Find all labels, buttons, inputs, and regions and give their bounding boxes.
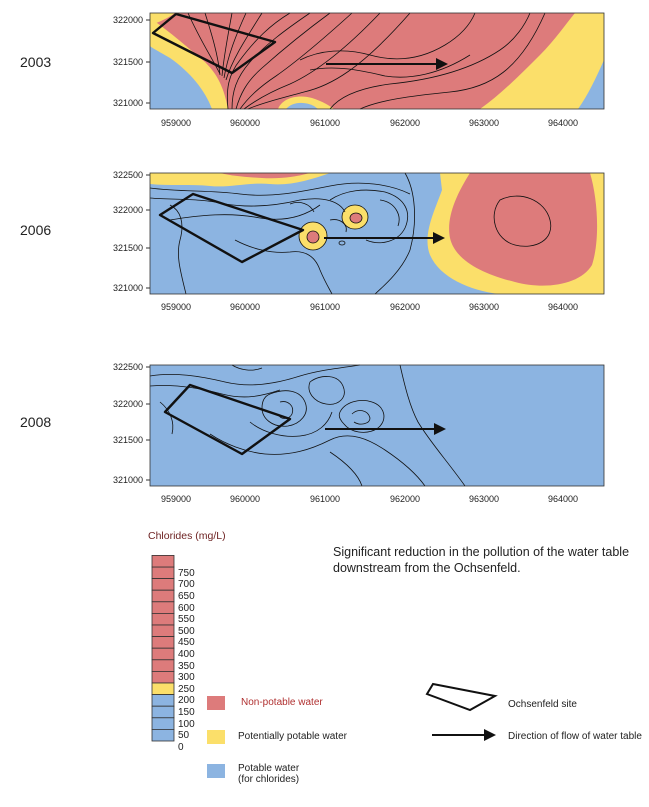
scale-cell <box>151 601 175 614</box>
map-2003-flow-arrow <box>326 58 448 70</box>
scale-cell <box>151 566 175 580</box>
chlorides-color-scale <box>151 555 175 742</box>
map-2008-ochsenfeld-site <box>163 383 292 456</box>
map-2003-year: 2003 <box>20 54 52 70</box>
scale-cell <box>151 555 175 568</box>
scale-tick-label: 600 <box>178 602 195 614</box>
map-2003-ochsenfeld-site <box>151 12 277 75</box>
site-legend-symbol <box>425 682 498 712</box>
map-2003-isolines <box>187 12 546 110</box>
flow-legend-label: Direction of flow of water table <box>508 731 642 742</box>
map-2006-fill <box>150 173 604 294</box>
map-2003-axes: 322000 321500 321000 959000 960000 96100… <box>113 15 578 128</box>
map-2008-year: 2008 <box>20 414 52 430</box>
scale-tick-label: 700 <box>178 579 195 591</box>
map-2006: 322500 322000 321500 321000 959000 96000… <box>113 170 605 312</box>
scale-cell <box>151 682 175 696</box>
x-tick: 961000 <box>310 302 340 312</box>
potable-swatch <box>207 764 225 778</box>
x-tick: 964000 <box>548 302 578 312</box>
scale-tick-label: 300 <box>178 672 195 684</box>
scale-tick-label: 750 <box>178 567 195 579</box>
y-tick: 322000 <box>113 205 143 215</box>
x-tick: 962000 <box>390 494 420 504</box>
x-tick: 961000 <box>310 494 340 504</box>
scale-tick-label: 550 <box>178 614 195 626</box>
x-tick: 963000 <box>469 302 499 312</box>
potentially-potable-label: Potentially potable water <box>238 731 347 742</box>
scale-tick-label: 150 <box>178 707 195 718</box>
y-tick: 322000 <box>113 15 143 25</box>
y-tick: 322000 <box>113 399 143 409</box>
map-2003: 322000 321500 321000 959000 960000 96100… <box>113 12 605 128</box>
potentially-potable-swatch <box>207 730 225 744</box>
scale-tick-label: 350 <box>178 660 195 672</box>
map-2006-isolines <box>149 172 552 295</box>
map-2006-year: 2006 <box>20 222 52 238</box>
map-2008-flow-arrow <box>325 423 446 435</box>
chlorides-scale-title: Chlorides (mg/L) <box>148 530 226 542</box>
map-2006-flow-arrow <box>324 232 445 244</box>
x-tick: 964000 <box>548 118 578 128</box>
scale-cell <box>151 613 175 626</box>
map-2006-spot-outlines <box>298 204 369 251</box>
map-2008-isolines <box>149 364 466 487</box>
scale-cell <box>151 694 175 707</box>
y-tick: 321000 <box>113 475 143 485</box>
x-tick: 960000 <box>230 302 260 312</box>
map-2008-axes: 322500 322000 321500 321000 959000 96000… <box>113 362 578 504</box>
scale-cell <box>151 578 175 591</box>
scale-tick-label: 200 <box>178 695 195 707</box>
scale-tick-label: 0 <box>178 741 184 753</box>
y-tick: 321500 <box>113 435 143 445</box>
x-tick: 959000 <box>161 494 191 504</box>
scale-tick-label: 50 <box>178 730 190 742</box>
y-tick: 321500 <box>113 57 143 67</box>
map-2006-ochsenfeld-site <box>158 192 305 264</box>
potable-sublabel: (for chlorides) <box>238 774 300 785</box>
scale-tick-label: 400 <box>178 649 195 660</box>
x-tick: 962000 <box>390 302 420 312</box>
map-2006-axes: 322500 322000 321500 321000 959000 96000… <box>113 170 578 312</box>
scale-cell <box>151 659 175 672</box>
scale-tick-label: 500 <box>178 625 195 637</box>
potable-label: Potable water <box>238 763 300 774</box>
y-tick: 321000 <box>113 283 143 293</box>
x-tick: 964000 <box>548 494 578 504</box>
x-tick: 962000 <box>390 118 420 128</box>
x-tick: 963000 <box>469 118 499 128</box>
scale-cell <box>151 636 175 649</box>
scale-cell <box>151 705 175 719</box>
scale-cell <box>151 671 175 684</box>
scale-tick-label: 650 <box>178 591 195 602</box>
y-tick: 321500 <box>113 243 143 253</box>
x-tick: 960000 <box>230 494 260 504</box>
scale-cell <box>151 589 175 603</box>
x-tick: 959000 <box>161 302 191 312</box>
scale-cell <box>151 647 175 661</box>
scale-tick-label: 100 <box>178 718 195 730</box>
map-2008: 322500 322000 321500 321000 959000 96000… <box>113 362 605 504</box>
non-potable-swatch <box>207 696 225 710</box>
scale-cell <box>151 729 175 742</box>
scale-tick-label: 250 <box>178 683 195 695</box>
flow-legend-symbol <box>432 729 496 741</box>
x-tick: 960000 <box>230 118 260 128</box>
scale-cell <box>151 624 175 638</box>
y-tick: 322500 <box>113 362 143 372</box>
site-legend-label: Ochsenfeld site <box>508 699 577 710</box>
y-tick: 321000 <box>113 98 143 108</box>
scale-tick-label: 450 <box>178 637 195 649</box>
summary-note: Significant reduction in the pollution o… <box>333 545 630 575</box>
non-potable-label: Non-potable water <box>241 697 323 708</box>
x-tick: 963000 <box>469 494 499 504</box>
scale-cell <box>151 717 175 730</box>
x-tick: 959000 <box>161 118 191 128</box>
y-tick: 322500 <box>113 170 143 180</box>
x-tick: 961000 <box>310 118 340 128</box>
